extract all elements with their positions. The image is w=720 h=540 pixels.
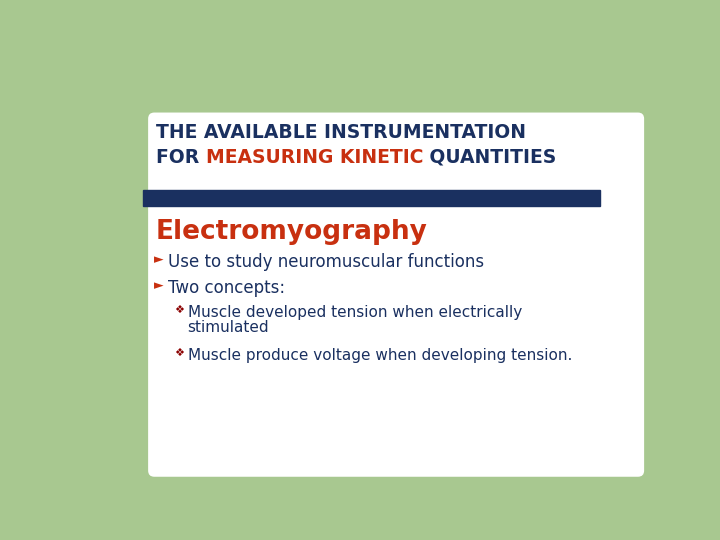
- Text: stimulated: stimulated: [188, 320, 269, 335]
- Text: MEASURING KINETIC: MEASURING KINETIC: [206, 148, 423, 167]
- Text: Two concepts:: Two concepts:: [168, 279, 284, 297]
- Text: QUANTITIES: QUANTITIES: [423, 148, 557, 167]
- Text: Muscle produce voltage when developing tension.: Muscle produce voltage when developing t…: [188, 348, 572, 363]
- Text: Muscle developed tension when electrically: Muscle developed tension when electrical…: [188, 305, 522, 320]
- Text: THE AVAILABLE INSTRUMENTATION: THE AVAILABLE INSTRUMENTATION: [156, 123, 526, 141]
- Text: ❖: ❖: [174, 348, 184, 358]
- Text: FOR: FOR: [156, 148, 206, 167]
- Text: ►: ►: [153, 279, 163, 292]
- Text: Use to study neuromuscular functions: Use to study neuromuscular functions: [168, 253, 484, 272]
- Text: ❖: ❖: [174, 305, 184, 315]
- Bar: [143, 190, 600, 206]
- Text: ►: ►: [153, 253, 163, 266]
- FancyBboxPatch shape: [148, 112, 644, 477]
- Text: Electromyography: Electromyography: [156, 219, 428, 245]
